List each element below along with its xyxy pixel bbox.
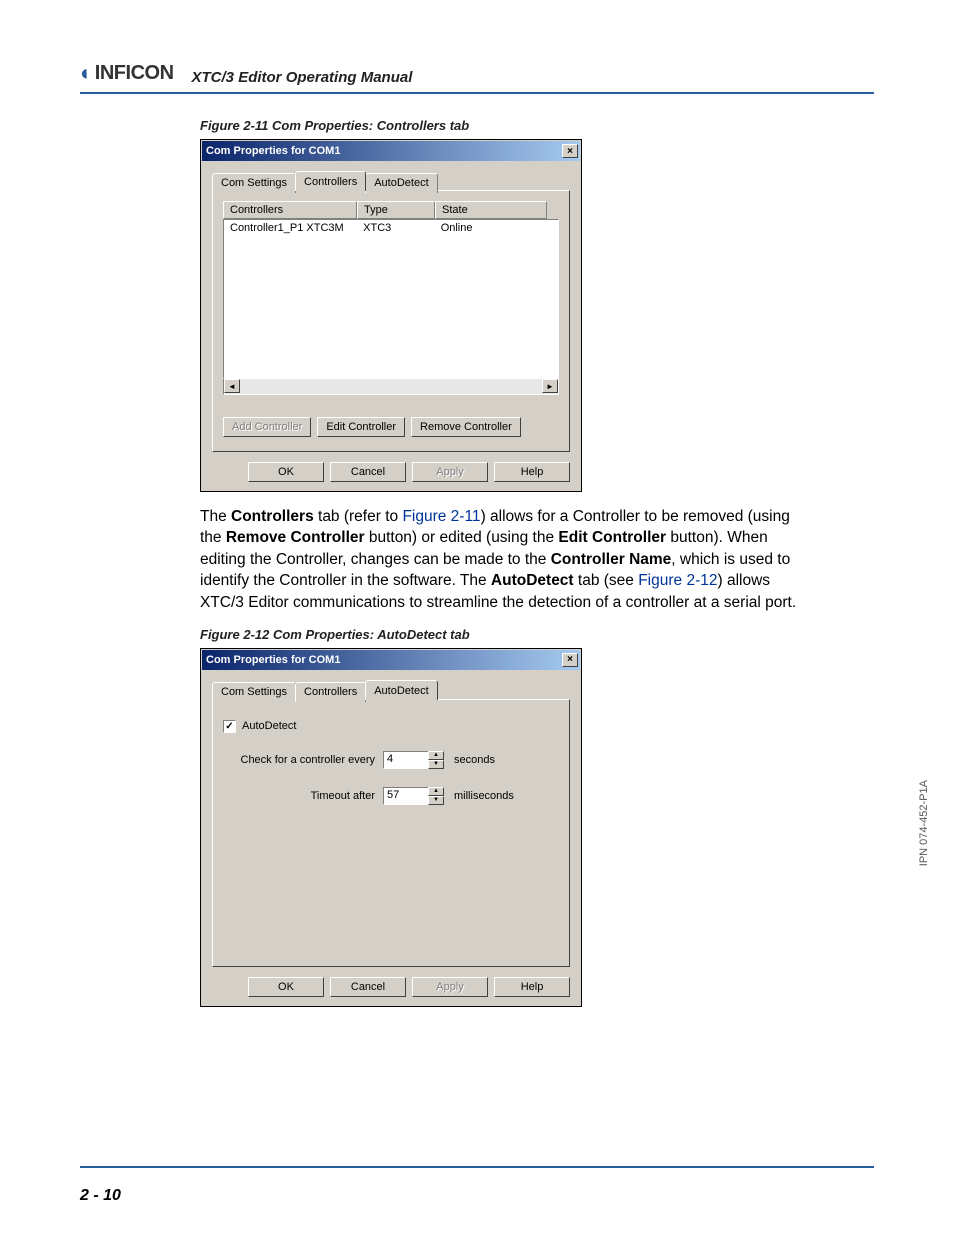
timeout-input[interactable]: 57 — [383, 787, 429, 805]
spinner-down-button[interactable]: ▼ — [428, 760, 444, 769]
tab-autodetect[interactable]: AutoDetect — [365, 680, 437, 700]
ipn-reference: IPN 074-452-P1A — [918, 780, 930, 866]
titlebar: Com Properties for COM1 × — [202, 650, 580, 670]
close-button[interactable]: × — [562, 144, 578, 158]
cancel-button[interactable]: Cancel — [330, 977, 406, 997]
logo-mark-icon: ◐ — [80, 60, 93, 86]
controllers-list: Controllers Type State Controller1_P1 XT… — [223, 201, 559, 395]
help-button[interactable]: Help — [494, 977, 570, 997]
edit-controller-button[interactable]: Edit Controller — [317, 417, 405, 437]
close-icon: × — [567, 146, 573, 157]
timeout-unit: milliseconds — [454, 790, 514, 802]
spinner-up-button[interactable]: ▲ — [428, 787, 444, 796]
ok-button[interactable]: OK — [248, 462, 324, 482]
close-icon: × — [567, 654, 573, 665]
triangle-left-icon: ◄ — [228, 382, 236, 391]
tab-bar: Com Settings Controllers AutoDetect — [212, 171, 570, 191]
timeout-label: Timeout after — [223, 790, 383, 802]
body-paragraph: The Controllers tab (refer to Figure 2-1… — [200, 506, 810, 613]
brand-logo: ◐ INFICON — [80, 60, 174, 86]
table-row[interactable]: Controller1_P1 XTC3M XTC3 Online — [224, 222, 558, 234]
header-rule — [80, 92, 874, 94]
autodetect-label: AutoDetect — [242, 720, 296, 732]
cell-state: Online — [441, 222, 552, 234]
tab-com-settings[interactable]: Com Settings — [212, 173, 296, 193]
list-body[interactable]: Controller1_P1 XTC3M XTC3 Online — [223, 219, 559, 379]
page-header: ◐ INFICON XTC/3 Editor Operating Manual — [80, 60, 874, 86]
page-number: 2 - 10 — [80, 1187, 121, 1205]
spinner-up-button[interactable]: ▲ — [428, 751, 444, 760]
figure-2-dialog: Com Properties for COM1 × Com Settings C… — [200, 648, 582, 1007]
tab-bar: Com Settings Controllers AutoDetect — [212, 680, 570, 700]
footer-rule — [80, 1166, 874, 1168]
check-interval-unit: seconds — [454, 754, 495, 766]
col-header-controllers[interactable]: Controllers — [223, 201, 357, 219]
xref-figure-2-11: Figure 2-11 — [402, 508, 480, 525]
brand-name: INFICON — [95, 62, 174, 85]
figure-caption-1: Figure 2-11 Com Properties: Controllers … — [200, 118, 874, 133]
check-interval-label: Check for a controller every — [223, 754, 383, 766]
horizontal-scrollbar[interactable]: ◄ ► — [223, 379, 559, 395]
scroll-right-button[interactable]: ► — [542, 379, 558, 393]
scroll-left-button[interactable]: ◄ — [224, 379, 240, 393]
window-title: Com Properties for COM1 — [206, 654, 340, 666]
tab-controllers[interactable]: Controllers — [295, 682, 366, 702]
remove-controller-button[interactable]: Remove Controller — [411, 417, 521, 437]
apply-button: Apply — [412, 462, 488, 482]
triangle-up-icon: ▲ — [433, 752, 439, 758]
triangle-right-icon: ► — [546, 382, 554, 391]
tab-autodetect[interactable]: AutoDetect — [365, 173, 437, 193]
check-interval-input[interactable]: 4 — [383, 751, 429, 769]
triangle-down-icon: ▼ — [433, 797, 439, 803]
xref-figure-2-12: Figure 2-12 — [638, 572, 717, 589]
cell-controller-name: Controller1_P1 XTC3M — [230, 222, 363, 234]
col-header-type[interactable]: Type — [357, 201, 435, 219]
check-interval-spinner[interactable]: ▲ ▼ — [428, 751, 444, 769]
tab-com-settings[interactable]: Com Settings — [212, 682, 296, 702]
window-title: Com Properties for COM1 — [206, 145, 340, 157]
ok-button[interactable]: OK — [248, 977, 324, 997]
apply-button: Apply — [412, 977, 488, 997]
spinner-down-button[interactable]: ▼ — [428, 796, 444, 805]
add-controller-button: Add Controller — [223, 417, 311, 437]
close-button[interactable]: × — [562, 653, 578, 667]
triangle-up-icon: ▲ — [433, 788, 439, 794]
manual-title: XTC/3 Editor Operating Manual — [192, 69, 413, 86]
cell-type: XTC3 — [363, 222, 441, 234]
check-icon: ✓ — [225, 721, 233, 732]
cancel-button[interactable]: Cancel — [330, 462, 406, 482]
autodetect-checkbox[interactable]: ✓ — [223, 720, 236, 733]
figure-caption-2: Figure 2-12 Com Properties: AutoDetect t… — [200, 627, 874, 642]
col-header-state[interactable]: State — [435, 201, 547, 219]
page-content: ◐ INFICON XTC/3 Editor Operating Manual … — [0, 0, 954, 1235]
tab-controllers[interactable]: Controllers — [295, 171, 366, 191]
timeout-spinner[interactable]: ▲ ▼ — [428, 787, 444, 805]
triangle-down-icon: ▼ — [433, 761, 439, 767]
help-button[interactable]: Help — [494, 462, 570, 482]
figure-1-dialog: Com Properties for COM1 × Com Settings C… — [200, 139, 582, 492]
titlebar: Com Properties for COM1 × — [202, 141, 580, 161]
